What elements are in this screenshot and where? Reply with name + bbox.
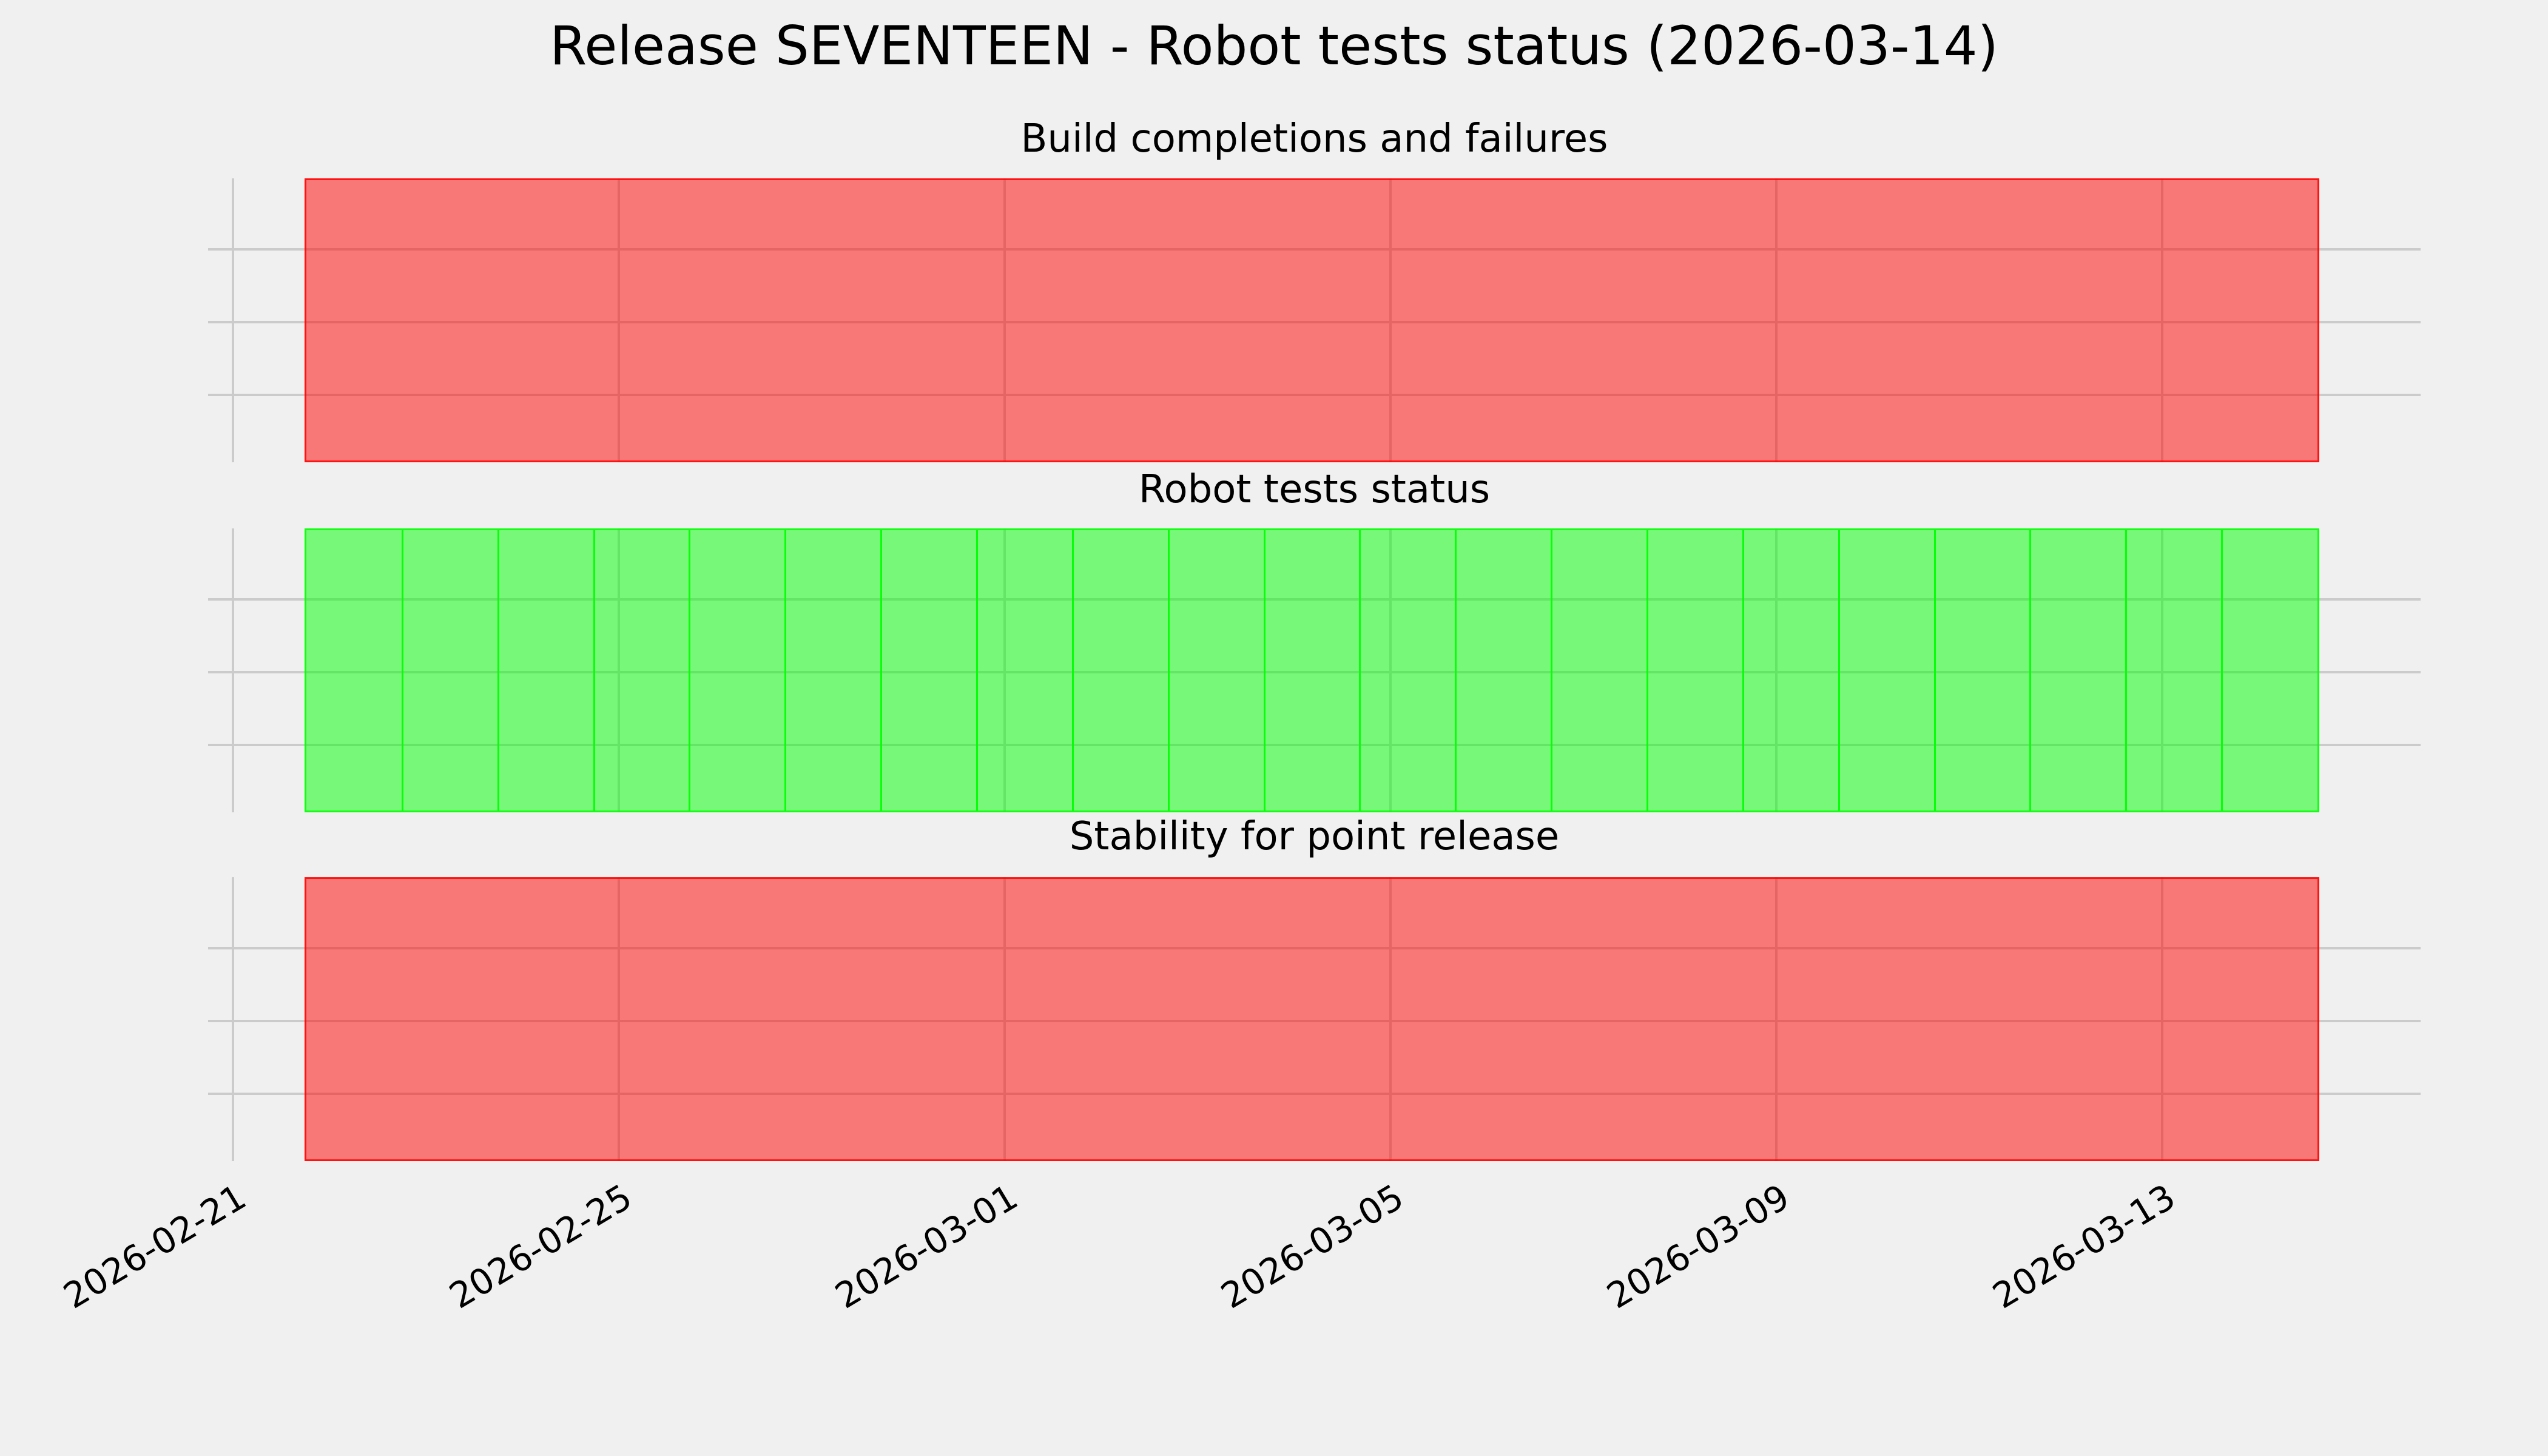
bar-edge — [2125, 530, 2128, 811]
status-band-build-completions — [305, 178, 2319, 462]
subplot-title-build-completions: Build completions and failures — [1020, 116, 1608, 161]
x-tick-label: 2026-02-25 — [442, 1176, 639, 1317]
status-band-stability — [305, 877, 2319, 1161]
bar-edge — [401, 530, 403, 811]
bar-edge — [1359, 530, 1361, 811]
bar-edge — [2029, 530, 2032, 811]
axes-robot-tests — [208, 528, 2421, 812]
bar-edge — [2221, 530, 2223, 811]
bar-edge — [1071, 530, 1074, 811]
status-band-robot-tests — [305, 528, 2319, 812]
bar-edge — [1646, 530, 1648, 811]
x-tick-label: 2026-03-01 — [828, 1176, 1025, 1317]
bar-edge — [689, 530, 691, 811]
bar-edge — [1263, 530, 1266, 811]
axes-build-completions — [208, 178, 2421, 462]
bar-edge — [1455, 530, 1457, 811]
bar-edge — [1933, 530, 1936, 811]
x-gridline — [231, 877, 234, 1161]
figure-title: Release SEVENTEEN - Robot tests status (… — [550, 15, 1998, 77]
bar-edge — [880, 530, 883, 811]
axes-stability — [208, 877, 2421, 1161]
subplot-title-stability: Stability for point release — [1069, 814, 1560, 859]
bar-edge — [1838, 530, 1840, 811]
bar-edge — [593, 530, 595, 811]
x-tick-label: 2026-03-13 — [1986, 1176, 2182, 1317]
bar-edge — [1167, 530, 1170, 811]
x-tick-label: 2026-02-21 — [56, 1176, 253, 1317]
bar-edge — [497, 530, 499, 811]
x-gridline — [231, 178, 234, 462]
x-tick-label: 2026-03-05 — [1214, 1176, 1410, 1317]
bar-edge — [1742, 530, 1744, 811]
bar-edge — [1551, 530, 1553, 811]
bar-edge — [784, 530, 787, 811]
subplot-title-robot-tests: Robot tests status — [1138, 467, 1491, 512]
bar-edge — [976, 530, 978, 811]
x-gridline — [231, 528, 234, 812]
x-tick-label: 2026-03-09 — [1600, 1176, 1796, 1317]
